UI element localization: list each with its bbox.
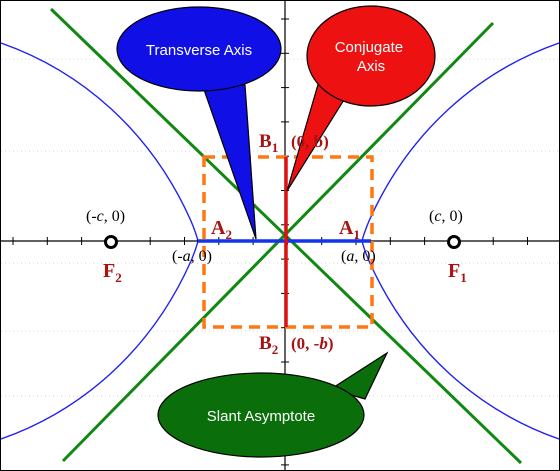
b2-name: B2 bbox=[259, 333, 278, 357]
a1-label: A1 bbox=[339, 217, 360, 242]
b1-coord: (0, b) bbox=[291, 132, 329, 151]
b1-name: B1 bbox=[259, 131, 278, 155]
focus-f2-point bbox=[104, 235, 118, 249]
conjugate-axis-callout: Conjugate Axis bbox=[286, 5, 436, 192]
b1-label: B1 (0, b) bbox=[259, 131, 329, 155]
transverse-callout-bubble bbox=[116, 6, 282, 92]
focus-f1-point bbox=[447, 235, 461, 249]
grid-lines bbox=[1, 58, 559, 397]
conjugate-callout-line2: Axis bbox=[357, 58, 385, 75]
transverse-axis-callout: Transverse Axis bbox=[116, 6, 282, 240]
plus-c-label: (c, 0) bbox=[429, 208, 463, 225]
a2-label: A2 bbox=[211, 217, 232, 242]
minus-a-label: (-a, 0) bbox=[172, 248, 212, 265]
slant-asymptote-callout: Slant Asymptote bbox=[157, 351, 389, 458]
transverse-callout-text: Transverse Axis bbox=[146, 42, 252, 59]
b2-coord: (0, -b) bbox=[291, 334, 334, 353]
f2-label: F2 bbox=[103, 260, 122, 285]
minus-c-label: (-c, 0) bbox=[86, 208, 125, 225]
asymptote-callout-bubble bbox=[157, 372, 365, 458]
f1-label: F1 bbox=[448, 260, 467, 285]
conjugate-callout-line1: Conjugate bbox=[335, 39, 403, 56]
asymptote-callout-text: Slant Asymptote bbox=[207, 408, 315, 425]
b2-label: B2 (0, -b) bbox=[259, 333, 334, 357]
conjugate-callout-text: Conjugate Axis bbox=[335, 39, 408, 75]
conjugate-callout-bubble bbox=[306, 5, 436, 107]
plus-a-label: (a, 0) bbox=[341, 248, 376, 265]
fundamental-rectangle bbox=[202, 155, 374, 329]
